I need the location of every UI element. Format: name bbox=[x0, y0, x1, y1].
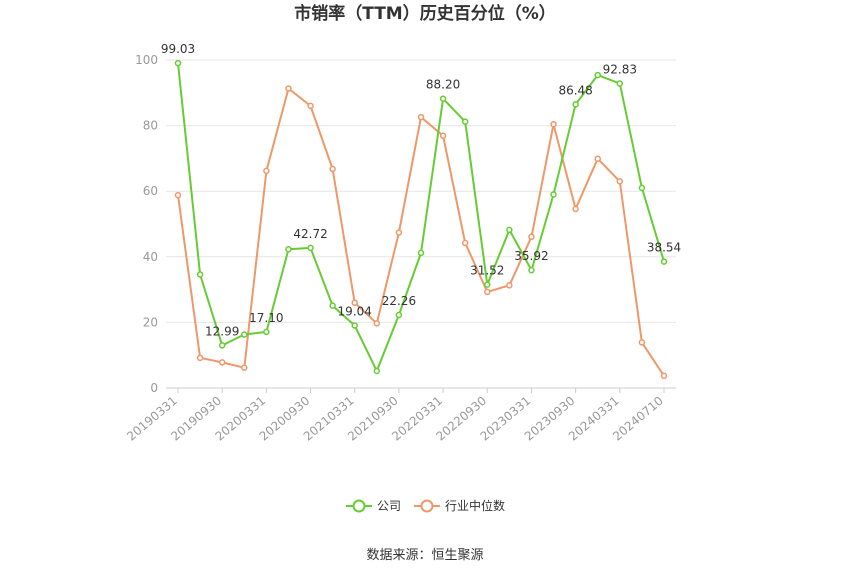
data-point[interactable] bbox=[528, 266, 535, 274]
data-point[interactable] bbox=[307, 102, 314, 110]
data-point[interactable] bbox=[660, 372, 668, 380]
data-point[interactable] bbox=[174, 59, 182, 67]
data-point[interactable] bbox=[572, 101, 579, 108]
data-point[interactable] bbox=[439, 132, 447, 140]
data-label: 31.52 bbox=[470, 264, 504, 278]
data-label: 99.03 bbox=[161, 42, 195, 56]
x-axis: 2019033120190930202003312020093020210331… bbox=[124, 387, 676, 444]
grid bbox=[166, 59, 676, 323]
data-label: 88.20 bbox=[426, 78, 460, 92]
data-point[interactable] bbox=[439, 95, 447, 102]
data-label: 22.26 bbox=[382, 294, 416, 308]
y-tick-label: 0 bbox=[150, 381, 158, 395]
legend-label: 公司 bbox=[377, 499, 401, 513]
data-label: 42.72 bbox=[293, 227, 327, 241]
data-point[interactable] bbox=[329, 302, 336, 309]
data-point[interactable] bbox=[395, 311, 403, 319]
data-point[interactable] bbox=[572, 205, 579, 213]
data-label: 12.99 bbox=[205, 324, 239, 338]
data-point[interactable] bbox=[395, 229, 403, 236]
data-point[interactable] bbox=[550, 191, 557, 198]
data-point[interactable] bbox=[550, 121, 557, 128]
data-point[interactable] bbox=[506, 226, 513, 234]
data-point[interactable] bbox=[241, 364, 248, 371]
data-point[interactable] bbox=[196, 271, 204, 278]
series-industry-median bbox=[174, 85, 668, 380]
data-point[interactable] bbox=[461, 239, 469, 247]
y-tick-label: 40 bbox=[143, 250, 158, 264]
data-point[interactable] bbox=[638, 339, 646, 346]
data-point[interactable] bbox=[263, 167, 270, 175]
data-point[interactable] bbox=[373, 367, 381, 375]
legend-item-industry-median[interactable]: 行业中位数 bbox=[414, 498, 505, 513]
data-point[interactable] bbox=[241, 331, 248, 338]
series-layer bbox=[174, 59, 668, 380]
y-tick-label: 20 bbox=[143, 315, 158, 329]
y-tick-label: 100 bbox=[135, 53, 158, 67]
data-point[interactable] bbox=[638, 184, 646, 192]
legend-label: 行业中位数 bbox=[445, 498, 505, 513]
data-label: 86.48 bbox=[558, 83, 592, 97]
data-point[interactable] bbox=[417, 249, 425, 257]
data-point[interactable] bbox=[484, 288, 491, 296]
data-point[interactable] bbox=[218, 342, 226, 349]
data-point[interactable] bbox=[218, 359, 226, 366]
data-point[interactable] bbox=[660, 258, 668, 265]
data-point[interactable] bbox=[285, 246, 292, 253]
series-company bbox=[174, 59, 668, 375]
data-point[interactable] bbox=[174, 191, 182, 199]
legend-marker bbox=[352, 499, 366, 513]
legend-item-company[interactable]: 公司 bbox=[346, 499, 401, 513]
data-point[interactable] bbox=[351, 299, 358, 306]
data-point[interactable] bbox=[196, 354, 204, 362]
chart-title: 市销率（TTM）历史百分位（%） bbox=[294, 3, 556, 24]
data-point[interactable] bbox=[461, 118, 469, 125]
data-point[interactable] bbox=[594, 155, 601, 162]
data-point[interactable] bbox=[594, 71, 601, 79]
data-point[interactable] bbox=[484, 281, 491, 288]
data-point[interactable] bbox=[417, 113, 425, 121]
y-axis: 0 20 40 60 80 100 bbox=[135, 53, 158, 395]
y-tick-label: 80 bbox=[143, 119, 158, 133]
data-label: 92.83 bbox=[603, 63, 637, 77]
data-label: 19.04 bbox=[338, 305, 372, 319]
data-point[interactable] bbox=[307, 244, 314, 252]
legend[interactable]: 公司 行业中位数 bbox=[346, 498, 505, 513]
data-point[interactable] bbox=[373, 320, 381, 327]
data-label: 38.54 bbox=[647, 241, 681, 255]
data-point[interactable] bbox=[528, 233, 535, 241]
data-point[interactable] bbox=[263, 328, 270, 336]
y-tick-label: 60 bbox=[143, 184, 158, 198]
legend-marker bbox=[420, 499, 434, 513]
data-point[interactable] bbox=[329, 165, 336, 173]
data-label: 35.92 bbox=[514, 249, 548, 263]
source-note: 数据来源：恒生聚源 bbox=[366, 548, 483, 563]
data-point[interactable] bbox=[616, 80, 624, 87]
data-label: 17.10 bbox=[249, 311, 283, 325]
data-point[interactable] bbox=[285, 85, 292, 92]
data-point[interactable] bbox=[506, 282, 513, 289]
data-labels: 99.03 12.99 17.10 42.72 19.04 22.26 88.20 31.52… bbox=[161, 42, 681, 338]
data-point[interactable] bbox=[616, 178, 624, 185]
data-point[interactable] bbox=[351, 322, 358, 329]
